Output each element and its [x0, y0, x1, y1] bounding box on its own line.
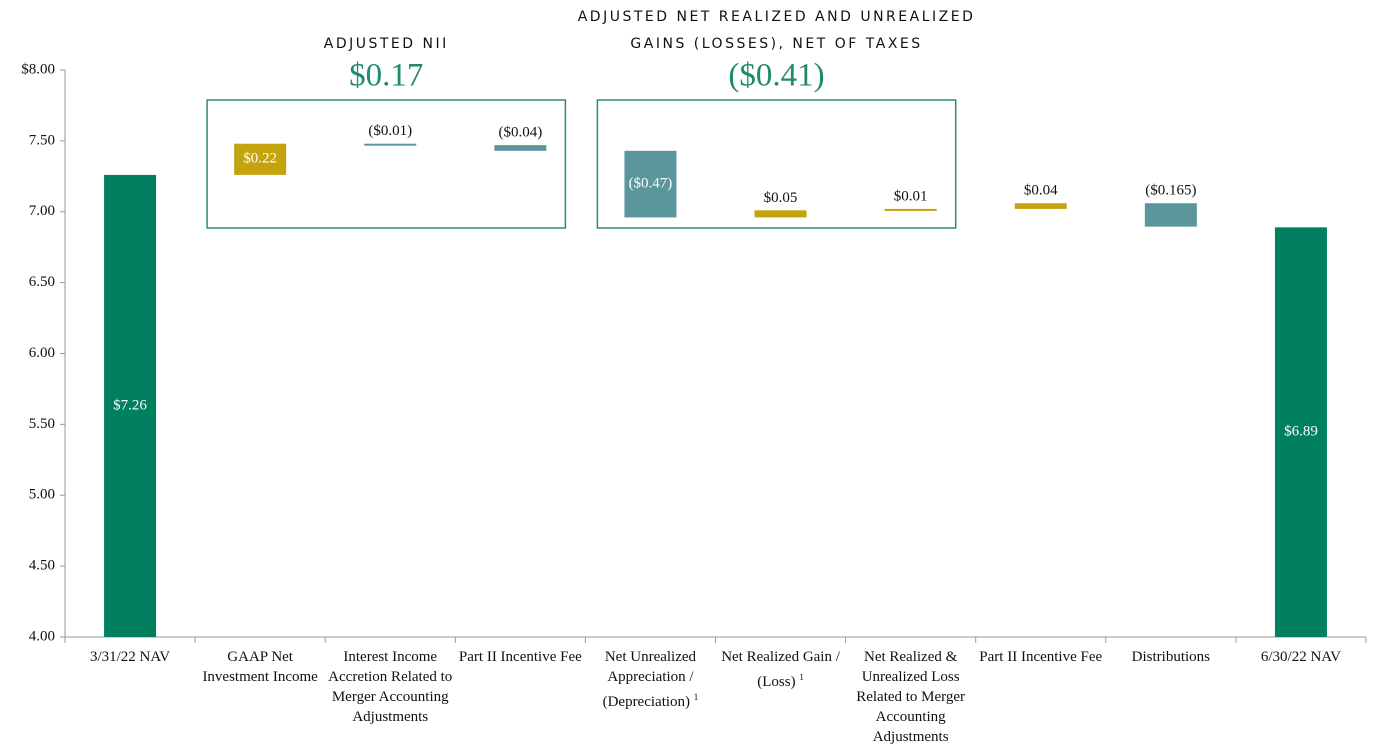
x-label-box: Part II Incentive Fee — [976, 647, 1106, 667]
x-tick-label: Net Realized & Unrealized Loss Related t… — [846, 647, 976, 747]
bar — [754, 210, 807, 218]
category-text: Net Realized Gain / (Loss) — [721, 649, 840, 690]
value-label: $0.01 — [894, 188, 928, 204]
group-box — [206, 99, 567, 229]
x-tick-label: 3/31/22 NAV — [65, 647, 195, 667]
x-label-box: 3/31/22 NAV — [65, 647, 195, 667]
category-text: Net Unrealized Appreciation / (Depreciat… — [602, 649, 697, 710]
y-tick-label: 5.50 — [29, 416, 55, 432]
value-label: ($0.01) — [368, 123, 412, 139]
value-label: ($0.47) — [629, 176, 673, 192]
x-label-box: 6/30/22 NAV — [1236, 647, 1366, 667]
x-tick-label: Interest Income Accretion Related to Mer… — [325, 647, 455, 727]
group-value: $0.17 — [349, 58, 423, 94]
category-text: 3/31/22 NAV — [89, 649, 171, 665]
bar — [1144, 203, 1197, 227]
y-tick-label: 6.00 — [29, 345, 55, 361]
y-tick-label: 7.00 — [29, 203, 55, 219]
y-tick-label: 6.50 — [29, 274, 55, 290]
x-tick-label: GAAP Net Investment Income — [195, 647, 325, 687]
x-tick-label: Part II Incentive Fee — [455, 647, 585, 667]
y-tick-label: 4.00 — [29, 628, 55, 644]
footnote-mark: 1 — [693, 692, 699, 702]
x-label-box: Interest Income Accretion Related to Mer… — [325, 647, 455, 727]
bar — [104, 174, 157, 637]
x-label-box: Net Realized Gain / (Loss) 1 — [716, 647, 846, 692]
category-text: Distributions — [1131, 649, 1211, 665]
x-label-box: Part II Incentive Fee — [455, 647, 585, 667]
bar — [884, 208, 937, 211]
category-text: GAAP Net Investment Income — [202, 649, 318, 685]
category-text: Part II Incentive Fee — [979, 649, 1103, 665]
bar — [1014, 203, 1067, 209]
y-tick-label: 4.50 — [29, 558, 55, 574]
value-label: ($0.165) — [1145, 183, 1196, 199]
x-tick-label: Net Realized Gain / (Loss) 1 — [716, 647, 846, 692]
x-tick-label: 6/30/22 NAV — [1236, 647, 1366, 667]
value-label: $6.89 — [1284, 424, 1318, 440]
value-label: $0.04 — [1024, 183, 1058, 199]
value-label: $0.05 — [764, 190, 798, 206]
group-value: ($0.41) — [728, 58, 824, 94]
y-tick-label: $8.00 — [21, 61, 55, 77]
y-tick-label: 7.50 — [29, 132, 55, 148]
x-label-box: Distributions — [1106, 647, 1236, 667]
footnote-mark: 1 — [799, 672, 804, 682]
bar — [494, 145, 547, 151]
group-title: GAINS (LOSSES), NET OF TAXES — [630, 36, 922, 52]
category-text: Net Realized & Unrealized Loss Related t… — [856, 649, 966, 745]
group-box — [596, 99, 957, 229]
x-tick-label: Distributions — [1106, 647, 1236, 667]
category-text: 6/30/22 NAV — [1260, 649, 1342, 665]
value-label: ($0.04) — [498, 125, 542, 141]
x-label-box: Net Unrealized Appreciation / (Depreciat… — [585, 647, 715, 712]
value-label: $0.22 — [243, 151, 277, 167]
x-tick-label: Part II Incentive Fee — [976, 647, 1106, 667]
bar — [1274, 227, 1327, 637]
x-label-box: Net Realized & Unrealized Loss Related t… — [846, 647, 976, 747]
category-text: Part II Incentive Fee — [458, 649, 582, 665]
bar — [364, 143, 417, 146]
group-title: ADJUSTED NET REALIZED AND UNREALIZED — [578, 9, 976, 25]
y-tick-label: 5.00 — [29, 487, 55, 503]
x-label-box: GAAP Net Investment Income — [195, 647, 325, 687]
x-tick-label: Net Unrealized Appreciation / (Depreciat… — [585, 647, 715, 712]
category-text: Interest Income Accretion Related to Mer… — [328, 649, 453, 725]
value-label: $7.26 — [113, 397, 147, 413]
bar — [234, 143, 287, 175]
bar — [624, 150, 677, 218]
group-title: ADJUSTED NII — [324, 36, 449, 52]
